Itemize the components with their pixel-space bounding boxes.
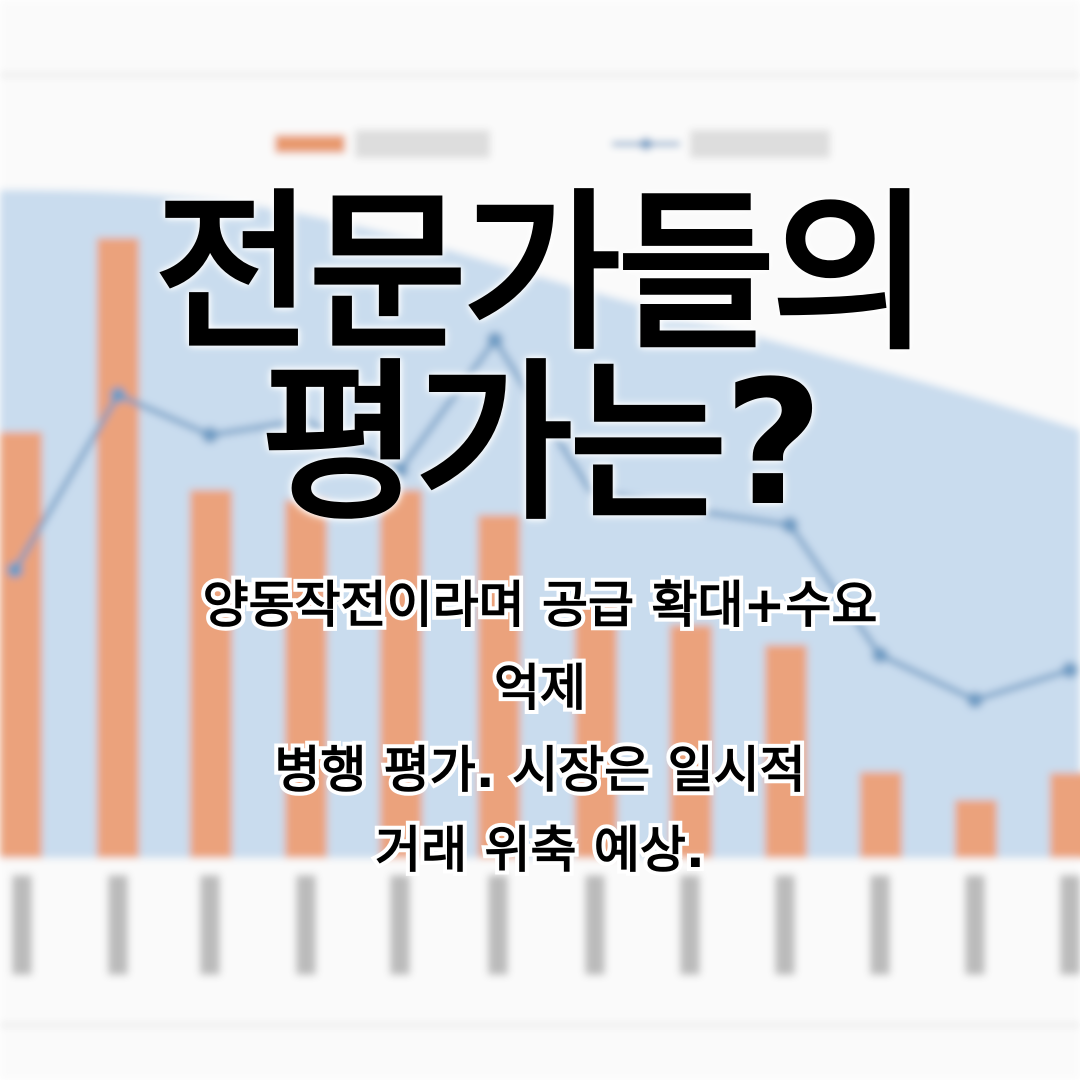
title-line: 전문가들의 — [154, 173, 929, 374]
subtitle-line: 양동작전이라며 공급 확대+수요 — [199, 572, 882, 638]
title-line: 평가는? — [260, 343, 824, 544]
subtitle-line: 거래 위축 예상. — [371, 817, 709, 883]
subtitle-line: 병행 평가. 시장은 일시적 — [270, 737, 809, 803]
subtitle-line: 억제 — [490, 655, 590, 721]
